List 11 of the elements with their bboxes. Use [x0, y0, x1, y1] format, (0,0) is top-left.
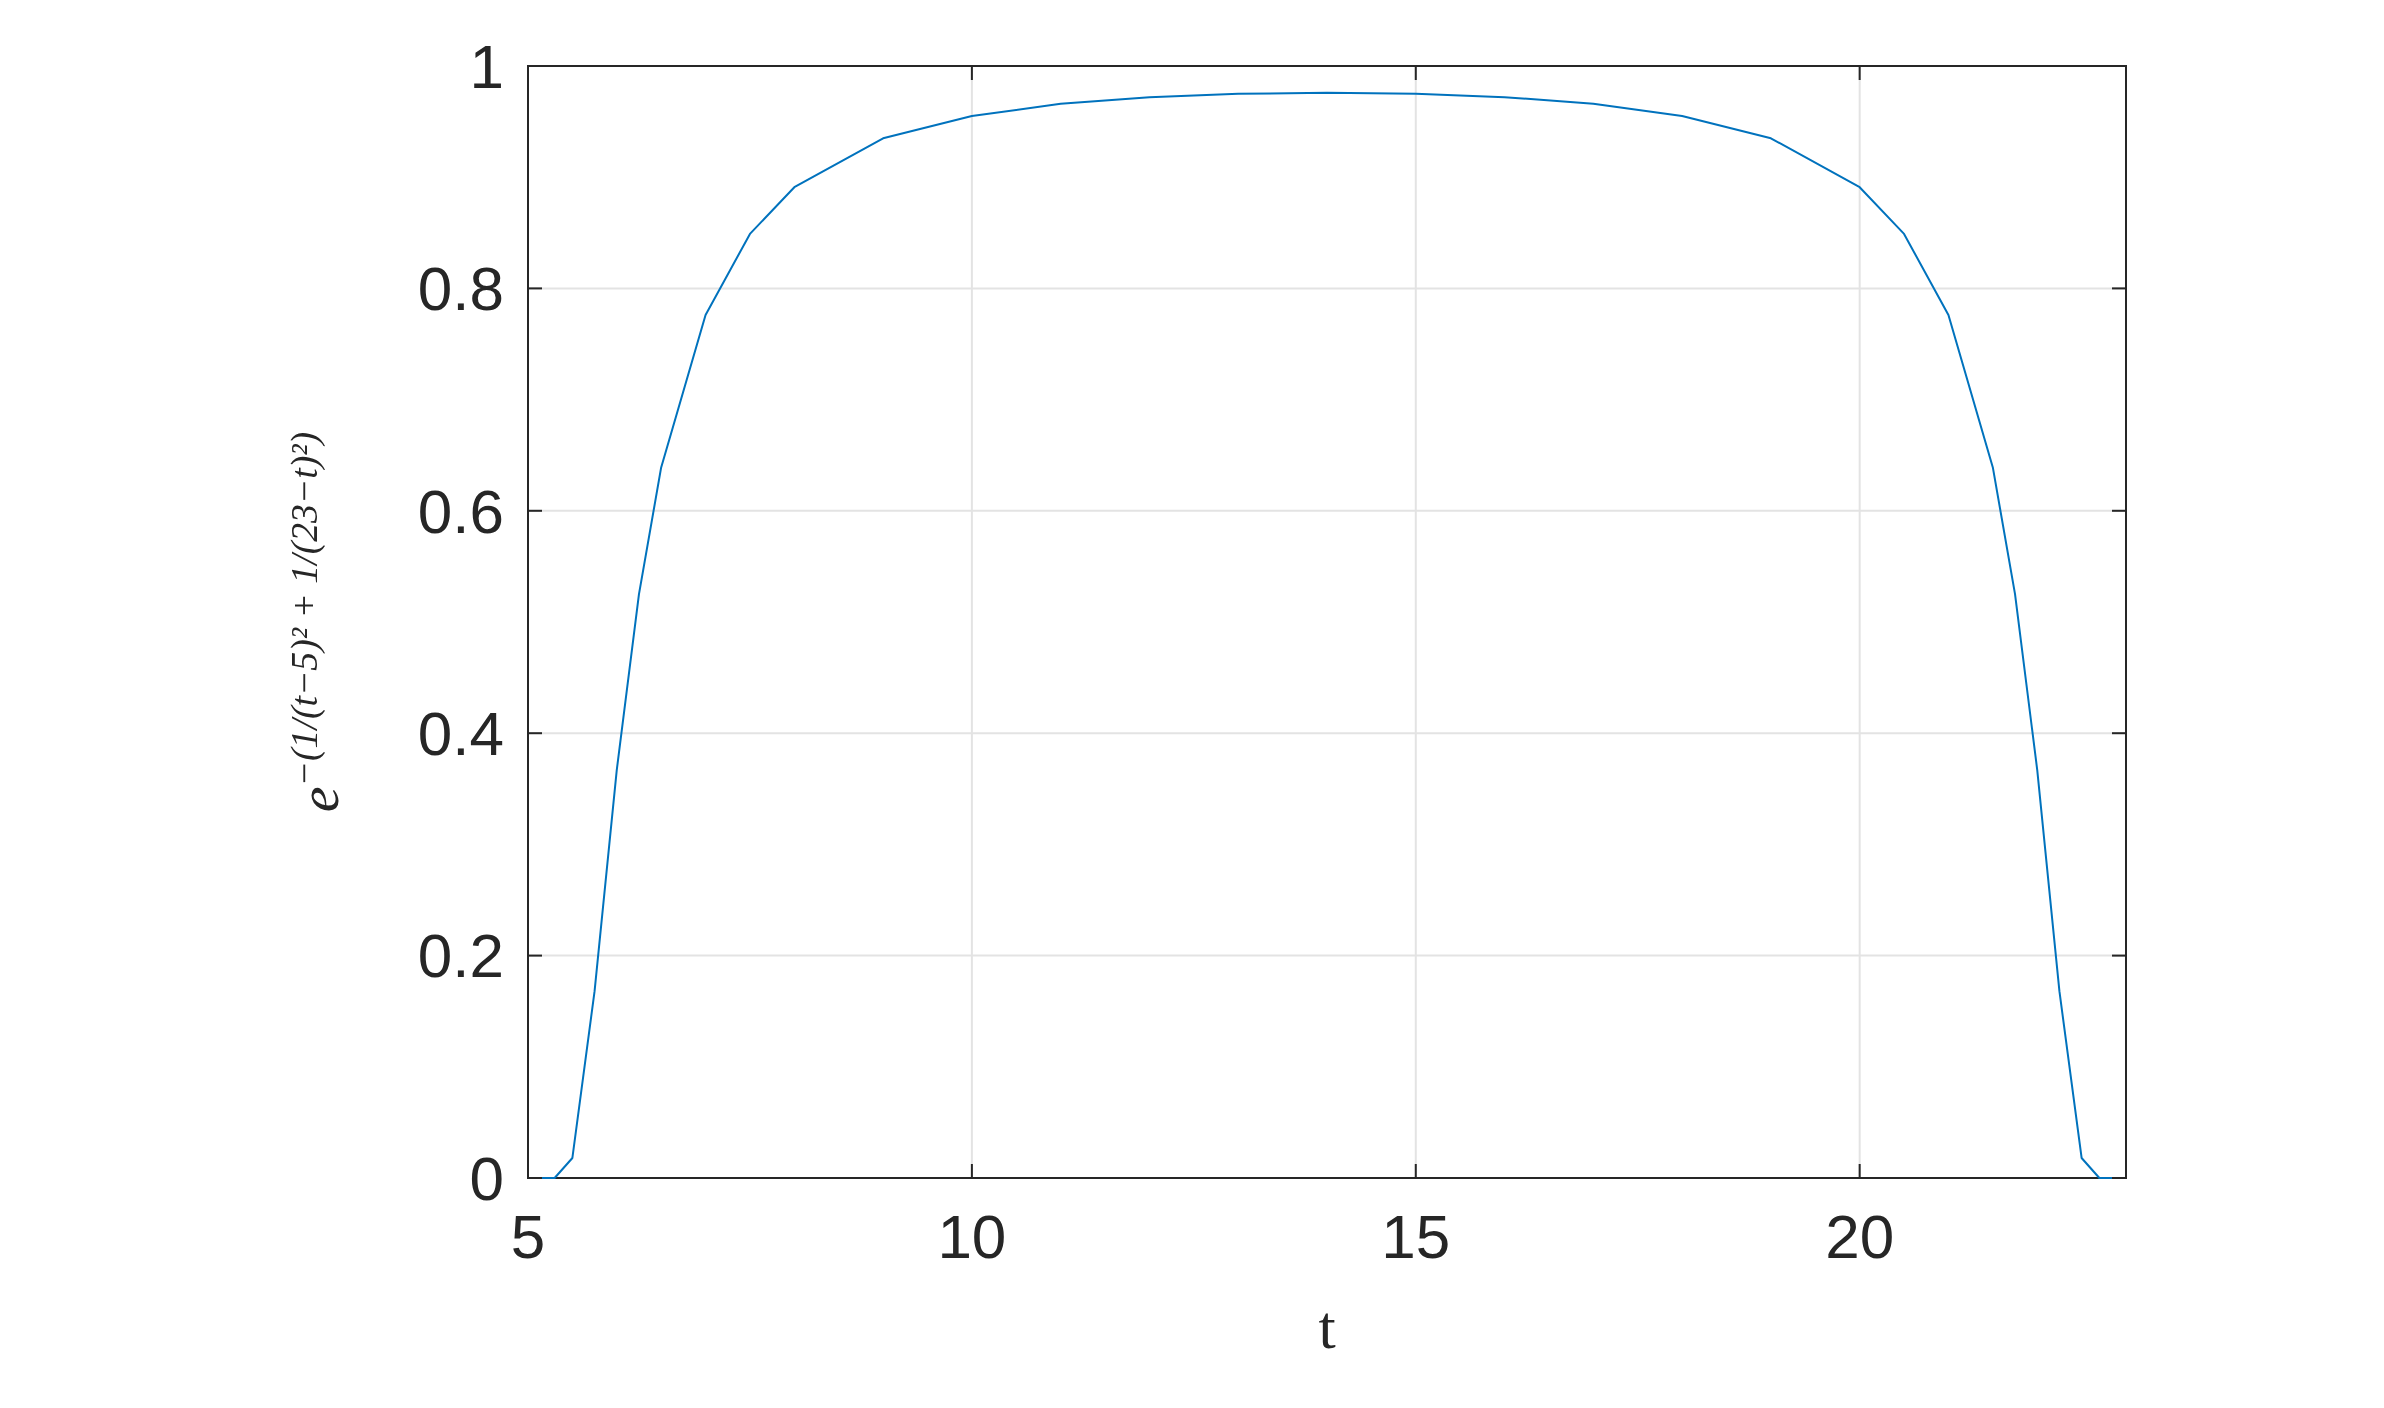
y-tick-label: 0: [469, 1143, 504, 1213]
y-tick-label: 0.8: [417, 254, 504, 324]
y-tick-label: 0.2: [417, 921, 504, 991]
x-axis-title: t: [1318, 1293, 1336, 1361]
x-tick-label: 15: [1381, 1202, 1451, 1271]
y-tick-label: 0.4: [417, 698, 504, 768]
y-tick-label: 1: [469, 31, 504, 101]
y-tick-label: 0.6: [417, 476, 504, 546]
x-tick-label: 10: [937, 1202, 1007, 1271]
x-tick-label: 5: [510, 1202, 546, 1271]
x-tick-label: 20: [1825, 1202, 1895, 1271]
